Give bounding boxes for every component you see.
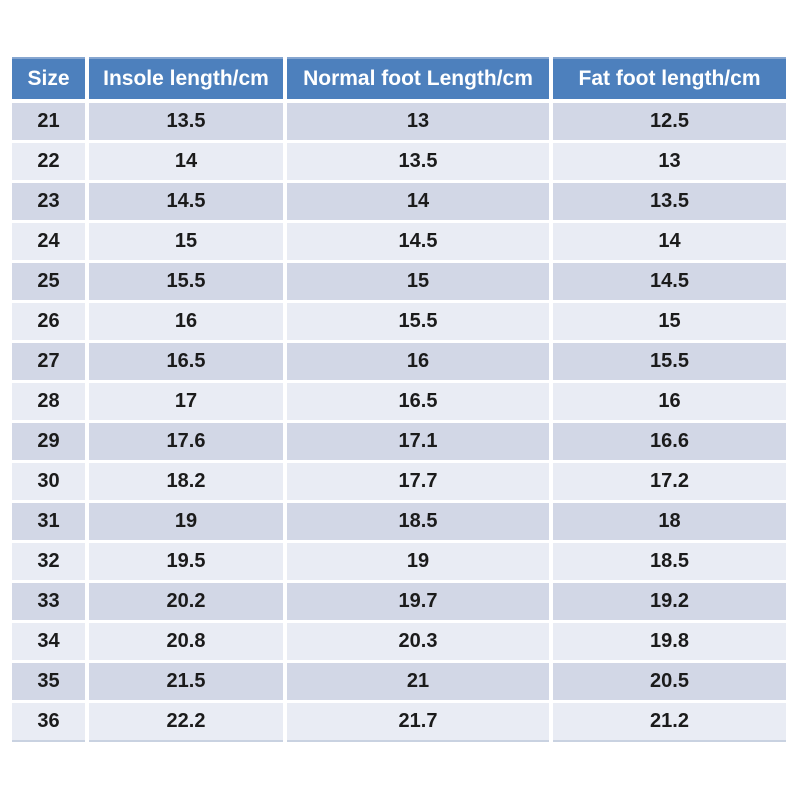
length-cell: 14 [551,221,786,263]
table-row: 27 16.5 16 15.5 [12,341,786,383]
length-cell: 19.7 [285,581,553,623]
length-cell: 15.5 [87,261,287,303]
length-cell: 17.7 [285,461,553,503]
table-row: 35 21.5 21 20.5 [12,661,786,703]
size-cell: 32 [12,541,89,583]
table-row: 33 20.2 19.7 19.2 [12,581,786,623]
length-cell: 14.5 [285,221,553,263]
length-cell: 13.5 [551,181,786,223]
length-cell: 15 [87,221,287,263]
size-cell: 22 [12,141,89,183]
header-size: Size [12,57,89,103]
length-cell: 17.2 [551,461,786,503]
header-fat-foot-length: Fat foot length/cm [551,57,786,103]
size-cell: 28 [12,381,89,423]
size-cell: 30 [12,461,89,503]
length-cell: 16 [87,301,287,343]
table-row: 32 19.5 19 18.5 [12,541,786,583]
length-cell: 16 [285,341,553,383]
size-cell: 23 [12,181,89,223]
length-cell: 20.8 [87,621,287,663]
length-cell: 18.2 [87,461,287,503]
size-cell: 25 [12,261,89,303]
header-row: Size Insole length/cm Normal foot Length… [12,57,786,103]
length-cell: 18 [551,501,786,543]
table-row: 26 16 15.5 15 [12,301,786,343]
length-cell: 14.5 [551,261,786,303]
table-row: 30 18.2 17.7 17.2 [12,461,786,503]
length-cell: 16.5 [285,381,553,423]
length-cell: 19.8 [551,621,786,663]
length-cell: 16.6 [551,421,786,463]
length-cell: 17 [87,381,287,423]
length-cell: 13 [285,101,553,143]
length-cell: 21 [285,661,553,703]
length-cell: 19 [87,501,287,543]
table-row: 28 17 16.5 16 [12,381,786,423]
header-normal-foot-length: Normal foot Length/cm [285,57,553,103]
table-row: 21 13.5 13 12.5 [12,101,786,143]
length-cell: 21.5 [87,661,287,703]
length-cell: 13.5 [285,141,553,183]
length-cell: 17.6 [87,421,287,463]
size-cell: 33 [12,581,89,623]
header-insole-length: Insole length/cm [87,57,287,103]
table-row: 23 14.5 14 13.5 [12,181,786,223]
size-cell: 29 [12,421,89,463]
table-row: 25 15.5 15 14.5 [12,261,786,303]
length-cell: 18.5 [551,541,786,583]
size-cell: 26 [12,301,89,343]
length-cell: 16.5 [87,341,287,383]
length-cell: 18.5 [285,501,553,543]
table-row: 22 14 13.5 13 [12,141,786,183]
length-cell: 19 [285,541,553,583]
size-cell: 27 [12,341,89,383]
size-cell: 31 [12,501,89,543]
length-cell: 15.5 [285,301,553,343]
length-cell: 14.5 [87,181,287,223]
length-cell: 19.2 [551,581,786,623]
table-row: 34 20.8 20.3 19.8 [12,621,786,663]
length-cell: 15 [285,261,553,303]
table-row: 29 17.6 17.1 16.6 [12,421,786,463]
length-cell: 19.5 [87,541,287,583]
length-cell: 15.5 [551,341,786,383]
length-cell: 21.7 [285,701,553,742]
table-row: 36 22.2 21.7 21.2 [12,701,786,742]
length-cell: 12.5 [551,101,786,143]
length-cell: 16 [551,381,786,423]
length-cell: 20.3 [285,621,553,663]
size-cell: 36 [12,701,89,742]
length-cell: 22.2 [87,701,287,742]
length-cell: 20.2 [87,581,287,623]
table-body: 21 13.5 13 12.5 22 14 13.5 13 23 14.5 14 13.5 24 15 14… [12,101,786,742]
length-cell: 15 [551,301,786,343]
length-cell: 20.5 [551,661,786,703]
size-cell: 35 [12,661,89,703]
size-chart-table: Size Insole length/cm Normal foot Length… [12,57,786,742]
length-cell: 17.1 [285,421,553,463]
size-cell: 21 [12,101,89,143]
table-row: 24 15 14.5 14 [12,221,786,263]
size-cell: 24 [12,221,89,263]
length-cell: 14 [285,181,553,223]
length-cell: 14 [87,141,287,183]
length-cell: 13 [551,141,786,183]
size-cell: 34 [12,621,89,663]
length-cell: 21.2 [551,701,786,742]
length-cell: 13.5 [87,101,287,143]
table-row: 31 19 18.5 18 [12,501,786,543]
